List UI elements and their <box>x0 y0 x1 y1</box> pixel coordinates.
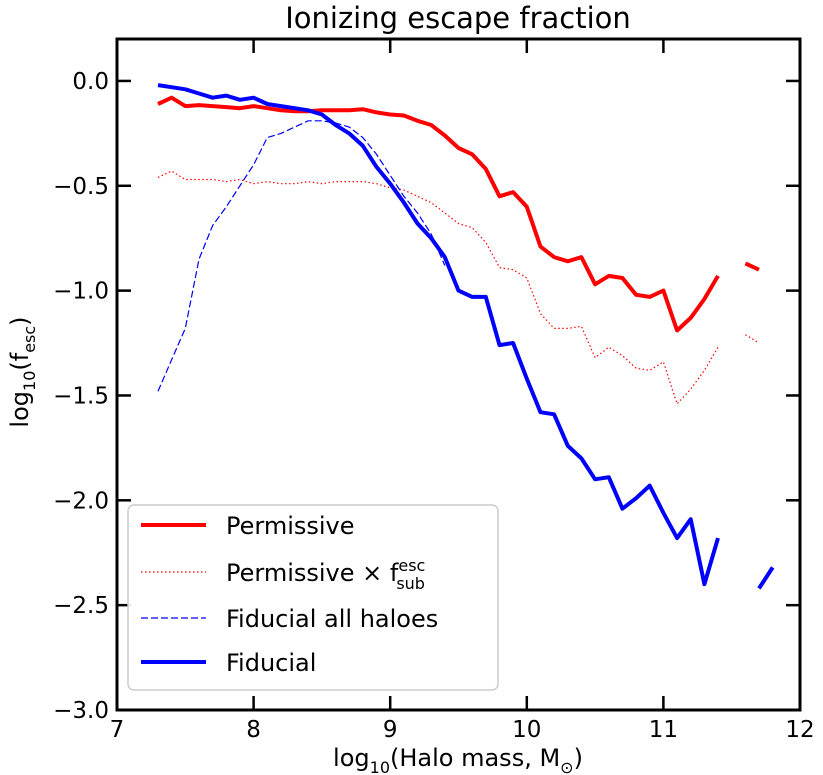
y-tick-label: −1.5 <box>53 383 109 409</box>
series-line-permissive <box>157 95 720 333</box>
y-tick-label: −3.0 <box>53 698 109 724</box>
series-layer <box>157 83 775 590</box>
x-tick-label: 8 <box>246 717 261 743</box>
x-tick-label: 7 <box>110 717 125 743</box>
series-line-permissive_sub <box>157 170 719 405</box>
legend-label-permissive: Permissive <box>226 512 355 540</box>
x-tick-label: 10 <box>512 717 541 743</box>
x-tick-label: 11 <box>649 717 678 743</box>
y-tick-label: −1.0 <box>53 279 109 305</box>
legend-label-permissive-sub: Permissive × fesc sub <box>226 556 425 593</box>
chart-title: Ionizing escape fraction <box>285 1 631 35</box>
y-tick-label: 0.0 <box>72 69 109 95</box>
legend-box <box>127 504 499 691</box>
series-line-fiducial <box>757 566 775 590</box>
x-tick-label: 9 <box>383 717 398 743</box>
x-axis-label: log10(Halo mass, M⊙) <box>333 744 583 775</box>
legend-label-fiducial-all: Fiducial all haloes <box>226 605 438 633</box>
axis-ticks: 7 8 9 10 11 12 −3.0 −2.5 −2.0 −1.5 −1.0 −0.5 0.0 <box>53 39 815 743</box>
y-tick-label: −0.5 <box>53 174 109 200</box>
y-tick-label: −2.0 <box>53 488 109 514</box>
y-axis-label: log10(fesc) <box>6 316 39 427</box>
series-line-permissive <box>744 261 760 272</box>
plot-frame <box>115 37 802 712</box>
y-tick-label: −2.5 <box>53 593 109 619</box>
series-line-fiducial <box>157 83 720 587</box>
series-line-permissive_sub <box>745 334 760 344</box>
legend-label-fiducial: Fiducial <box>226 649 316 677</box>
legend: Permissive Permissive × fesc sub Fiducial… <box>127 504 499 691</box>
x-tick-label: 12 <box>785 717 814 743</box>
series-line-fiducial_all <box>157 120 446 392</box>
